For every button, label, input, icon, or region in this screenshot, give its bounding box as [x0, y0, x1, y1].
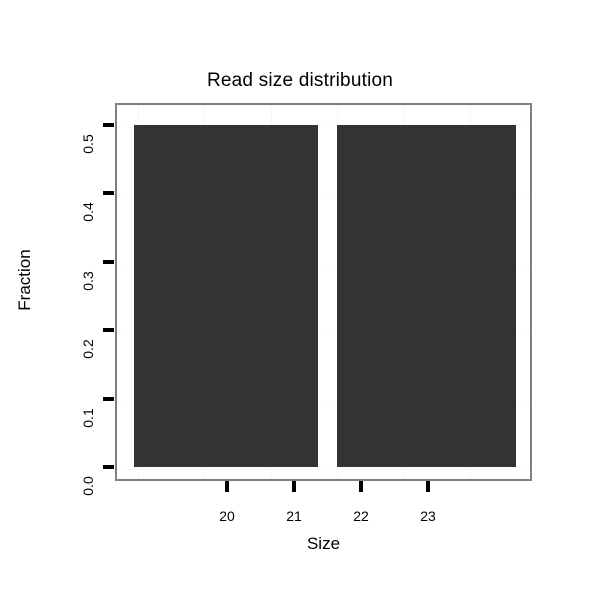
bar-left: [134, 125, 318, 467]
x-tick-mark: [426, 481, 430, 492]
y-tick-label: 0.5: [80, 134, 96, 154]
y-tick-label: 0.0: [80, 476, 96, 496]
x-tick-mark: [359, 481, 363, 492]
horizontal-gridline: [117, 195, 530, 196]
y-tick-mark: [103, 397, 114, 401]
y-axis-title: Fraction: [15, 249, 34, 311]
x-axis-title: Size: [306, 534, 341, 553]
horizontal-gridline: [117, 264, 530, 265]
y-tick-mark: [103, 123, 114, 127]
y-tick-label: 0.1: [80, 408, 96, 428]
y-tick-label: 0.3: [80, 271, 96, 291]
y-tick-mark: [103, 328, 114, 332]
x-tick-label: 23: [420, 508, 436, 524]
x-tick-label: 20: [219, 508, 235, 524]
horizontal-gridline: [117, 401, 530, 402]
x-tick-label: 22: [353, 508, 369, 524]
x-tick-mark: [225, 481, 229, 492]
bar-right: [337, 125, 516, 467]
y-tick-mark: [103, 191, 114, 195]
y-tick-label: 0.4: [80, 202, 96, 222]
x-tick-mark: [292, 481, 296, 492]
y-tick-mark: [103, 465, 114, 469]
plot-inner: [117, 105, 530, 479]
horizontal-gridline: [117, 127, 530, 128]
plot-area: [115, 103, 532, 481]
horizontal-gridline: [117, 469, 530, 470]
y-tick-mark: [103, 260, 114, 264]
y-tick-label: 0.2: [80, 339, 96, 359]
horizontal-gridline: [117, 332, 530, 333]
chart-title: Read size distribution: [206, 70, 394, 91]
x-tick-label: 21: [286, 508, 302, 524]
